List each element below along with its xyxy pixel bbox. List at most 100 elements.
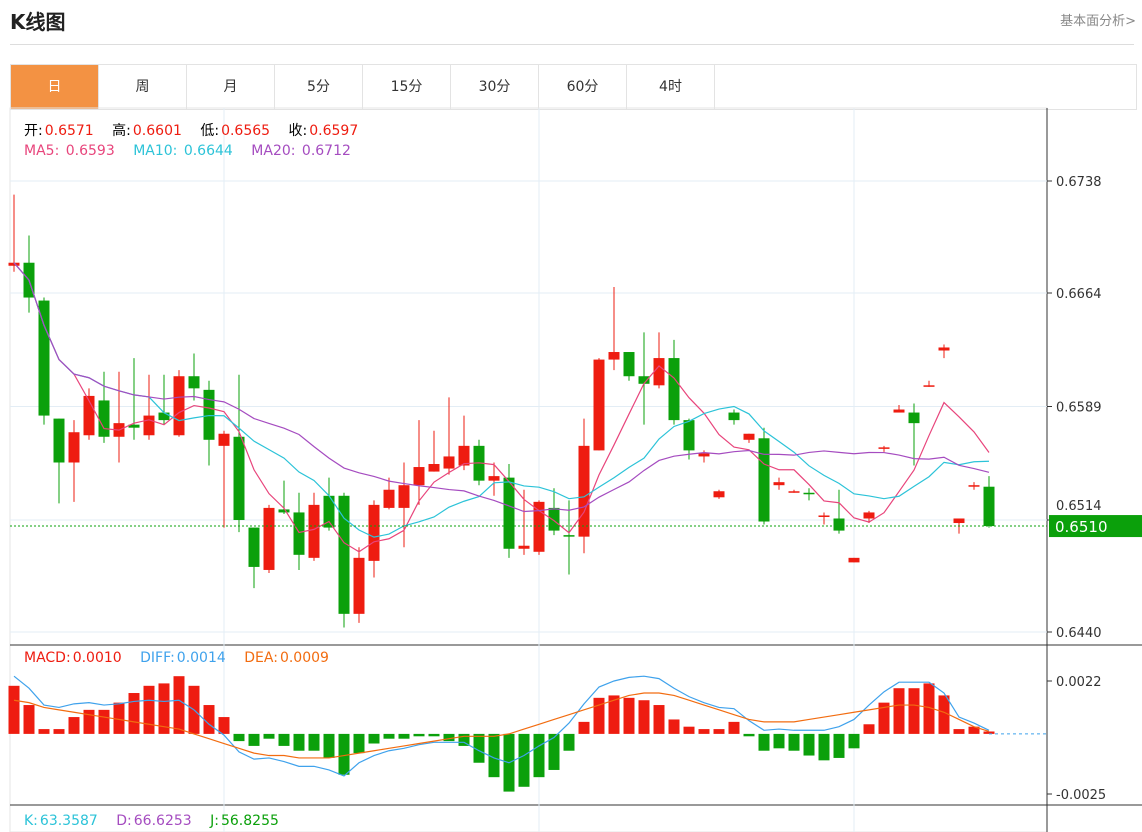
period-tabs: 日 周 月 5分 15分 30分 60分 4时 bbox=[10, 64, 1137, 110]
ohlc-legend: 开: 0.6571 高: 0.6601 低: 0.6565 收: 0.6597 bbox=[24, 123, 359, 139]
ma5-line bbox=[13, 262, 990, 553]
candle-body bbox=[728, 412, 740, 421]
macd-bar bbox=[323, 733, 335, 758]
tab-5min[interactable]: 5分 bbox=[275, 65, 363, 109]
candle-body bbox=[743, 433, 755, 440]
candle-body bbox=[848, 557, 860, 563]
candle-body bbox=[188, 376, 200, 389]
macd-bar bbox=[113, 702, 125, 734]
candle-body bbox=[8, 262, 20, 266]
macd-bar bbox=[653, 705, 665, 734]
dea-line bbox=[13, 692, 990, 759]
k-value: 63.3587 bbox=[39, 813, 98, 829]
candle-body bbox=[638, 376, 650, 384]
macd-bar bbox=[383, 733, 395, 739]
candle-body bbox=[488, 476, 500, 481]
macd-bar bbox=[293, 733, 305, 751]
candle-body bbox=[443, 456, 455, 469]
candle-body bbox=[503, 477, 515, 549]
macd-bar bbox=[38, 729, 50, 734]
candle-body bbox=[818, 515, 830, 517]
candle-body bbox=[278, 509, 290, 513]
y-tick-label: 0.6514 bbox=[1056, 499, 1102, 514]
tab-30min[interactable]: 30分 bbox=[451, 65, 539, 109]
macd-bar bbox=[968, 726, 980, 734]
macd-bar bbox=[53, 729, 65, 734]
candle-body bbox=[593, 359, 605, 451]
candle-body bbox=[668, 358, 680, 421]
macd-bar bbox=[758, 733, 770, 751]
macd-bar bbox=[593, 697, 605, 734]
candle-body bbox=[563, 535, 575, 537]
macd-bar bbox=[233, 733, 245, 742]
macd-bar bbox=[338, 733, 350, 775]
tab-week[interactable]: 周 bbox=[99, 65, 187, 109]
candle-body bbox=[878, 447, 890, 449]
candle-body bbox=[173, 376, 185, 436]
current-price-badge bbox=[1049, 515, 1142, 538]
ma20-line bbox=[13, 262, 990, 513]
high-value: 0.6601 bbox=[132, 123, 182, 139]
macd-bar bbox=[923, 683, 935, 734]
macd-bar bbox=[398, 733, 410, 739]
macd-bar bbox=[83, 709, 95, 734]
candle-body bbox=[908, 412, 920, 424]
macd-bar bbox=[263, 733, 275, 739]
macd-bar bbox=[953, 729, 965, 734]
candle-body bbox=[38, 300, 50, 416]
macd-bar bbox=[833, 733, 845, 758]
candle-body bbox=[458, 445, 470, 466]
macd-bar bbox=[563, 733, 575, 751]
candle-body bbox=[773, 482, 785, 486]
y-tick-label: 0.6440 bbox=[1056, 626, 1102, 641]
macd-bar bbox=[908, 688, 920, 734]
macd-y-tick-label: 0.0022 bbox=[1056, 675, 1102, 690]
y-tick-label: 0.6738 bbox=[1056, 175, 1102, 190]
tab-4hour[interactable]: 4时 bbox=[627, 65, 715, 109]
candle-body bbox=[983, 486, 995, 527]
macd-bar bbox=[458, 733, 470, 746]
candle-body bbox=[578, 445, 590, 537]
macd-bar bbox=[218, 717, 230, 734]
macd-bar bbox=[863, 724, 875, 734]
macd-value: 0.0010 bbox=[72, 650, 122, 666]
tab-day[interactable]: 日 bbox=[11, 65, 99, 109]
macd-bar bbox=[548, 733, 560, 770]
macd-bar bbox=[158, 683, 170, 734]
macd-bar bbox=[488, 733, 500, 778]
macd-bar bbox=[698, 729, 710, 734]
candle-body bbox=[98, 400, 110, 437]
fundamental-analysis-link[interactable]: 基本面分析> bbox=[1060, 14, 1136, 29]
macd-bar bbox=[23, 705, 35, 734]
ma-legend: MA5: 0.6593 MA10: 0.6644 MA20: 0.6712 bbox=[24, 143, 351, 159]
macd-bar bbox=[143, 685, 155, 734]
candle-body bbox=[713, 491, 725, 498]
dea-value: 0.0009 bbox=[279, 650, 329, 666]
macd-bar bbox=[818, 733, 830, 761]
kdj-legend: K: 63.3587 D: 66.6253 J: 56.8255 bbox=[24, 813, 279, 829]
candle-body bbox=[53, 418, 65, 463]
tab-month[interactable]: 月 bbox=[187, 65, 275, 109]
candle-body bbox=[863, 512, 875, 519]
macd-bar bbox=[638, 700, 650, 734]
macd-bar bbox=[368, 733, 380, 744]
tab-15min[interactable]: 15分 bbox=[363, 65, 451, 109]
candle-body bbox=[68, 432, 80, 463]
macd-bar bbox=[713, 729, 725, 734]
candle-body bbox=[413, 467, 425, 486]
candle-body bbox=[383, 489, 395, 508]
candle-body bbox=[248, 527, 260, 567]
ma5-value: 0.6593 bbox=[65, 143, 115, 159]
candle-body bbox=[758, 438, 770, 522]
macd-bar bbox=[473, 733, 485, 763]
candle-body bbox=[833, 518, 845, 531]
macd-bar bbox=[533, 733, 545, 778]
candle-body bbox=[893, 409, 905, 413]
candle-body bbox=[398, 485, 410, 508]
macd-bar bbox=[353, 733, 365, 754]
tab-60min[interactable]: 60分 bbox=[539, 65, 627, 109]
macd-bar bbox=[8, 685, 20, 734]
macd-bar bbox=[413, 733, 425, 737]
low-value: 0.6565 bbox=[221, 123, 271, 139]
